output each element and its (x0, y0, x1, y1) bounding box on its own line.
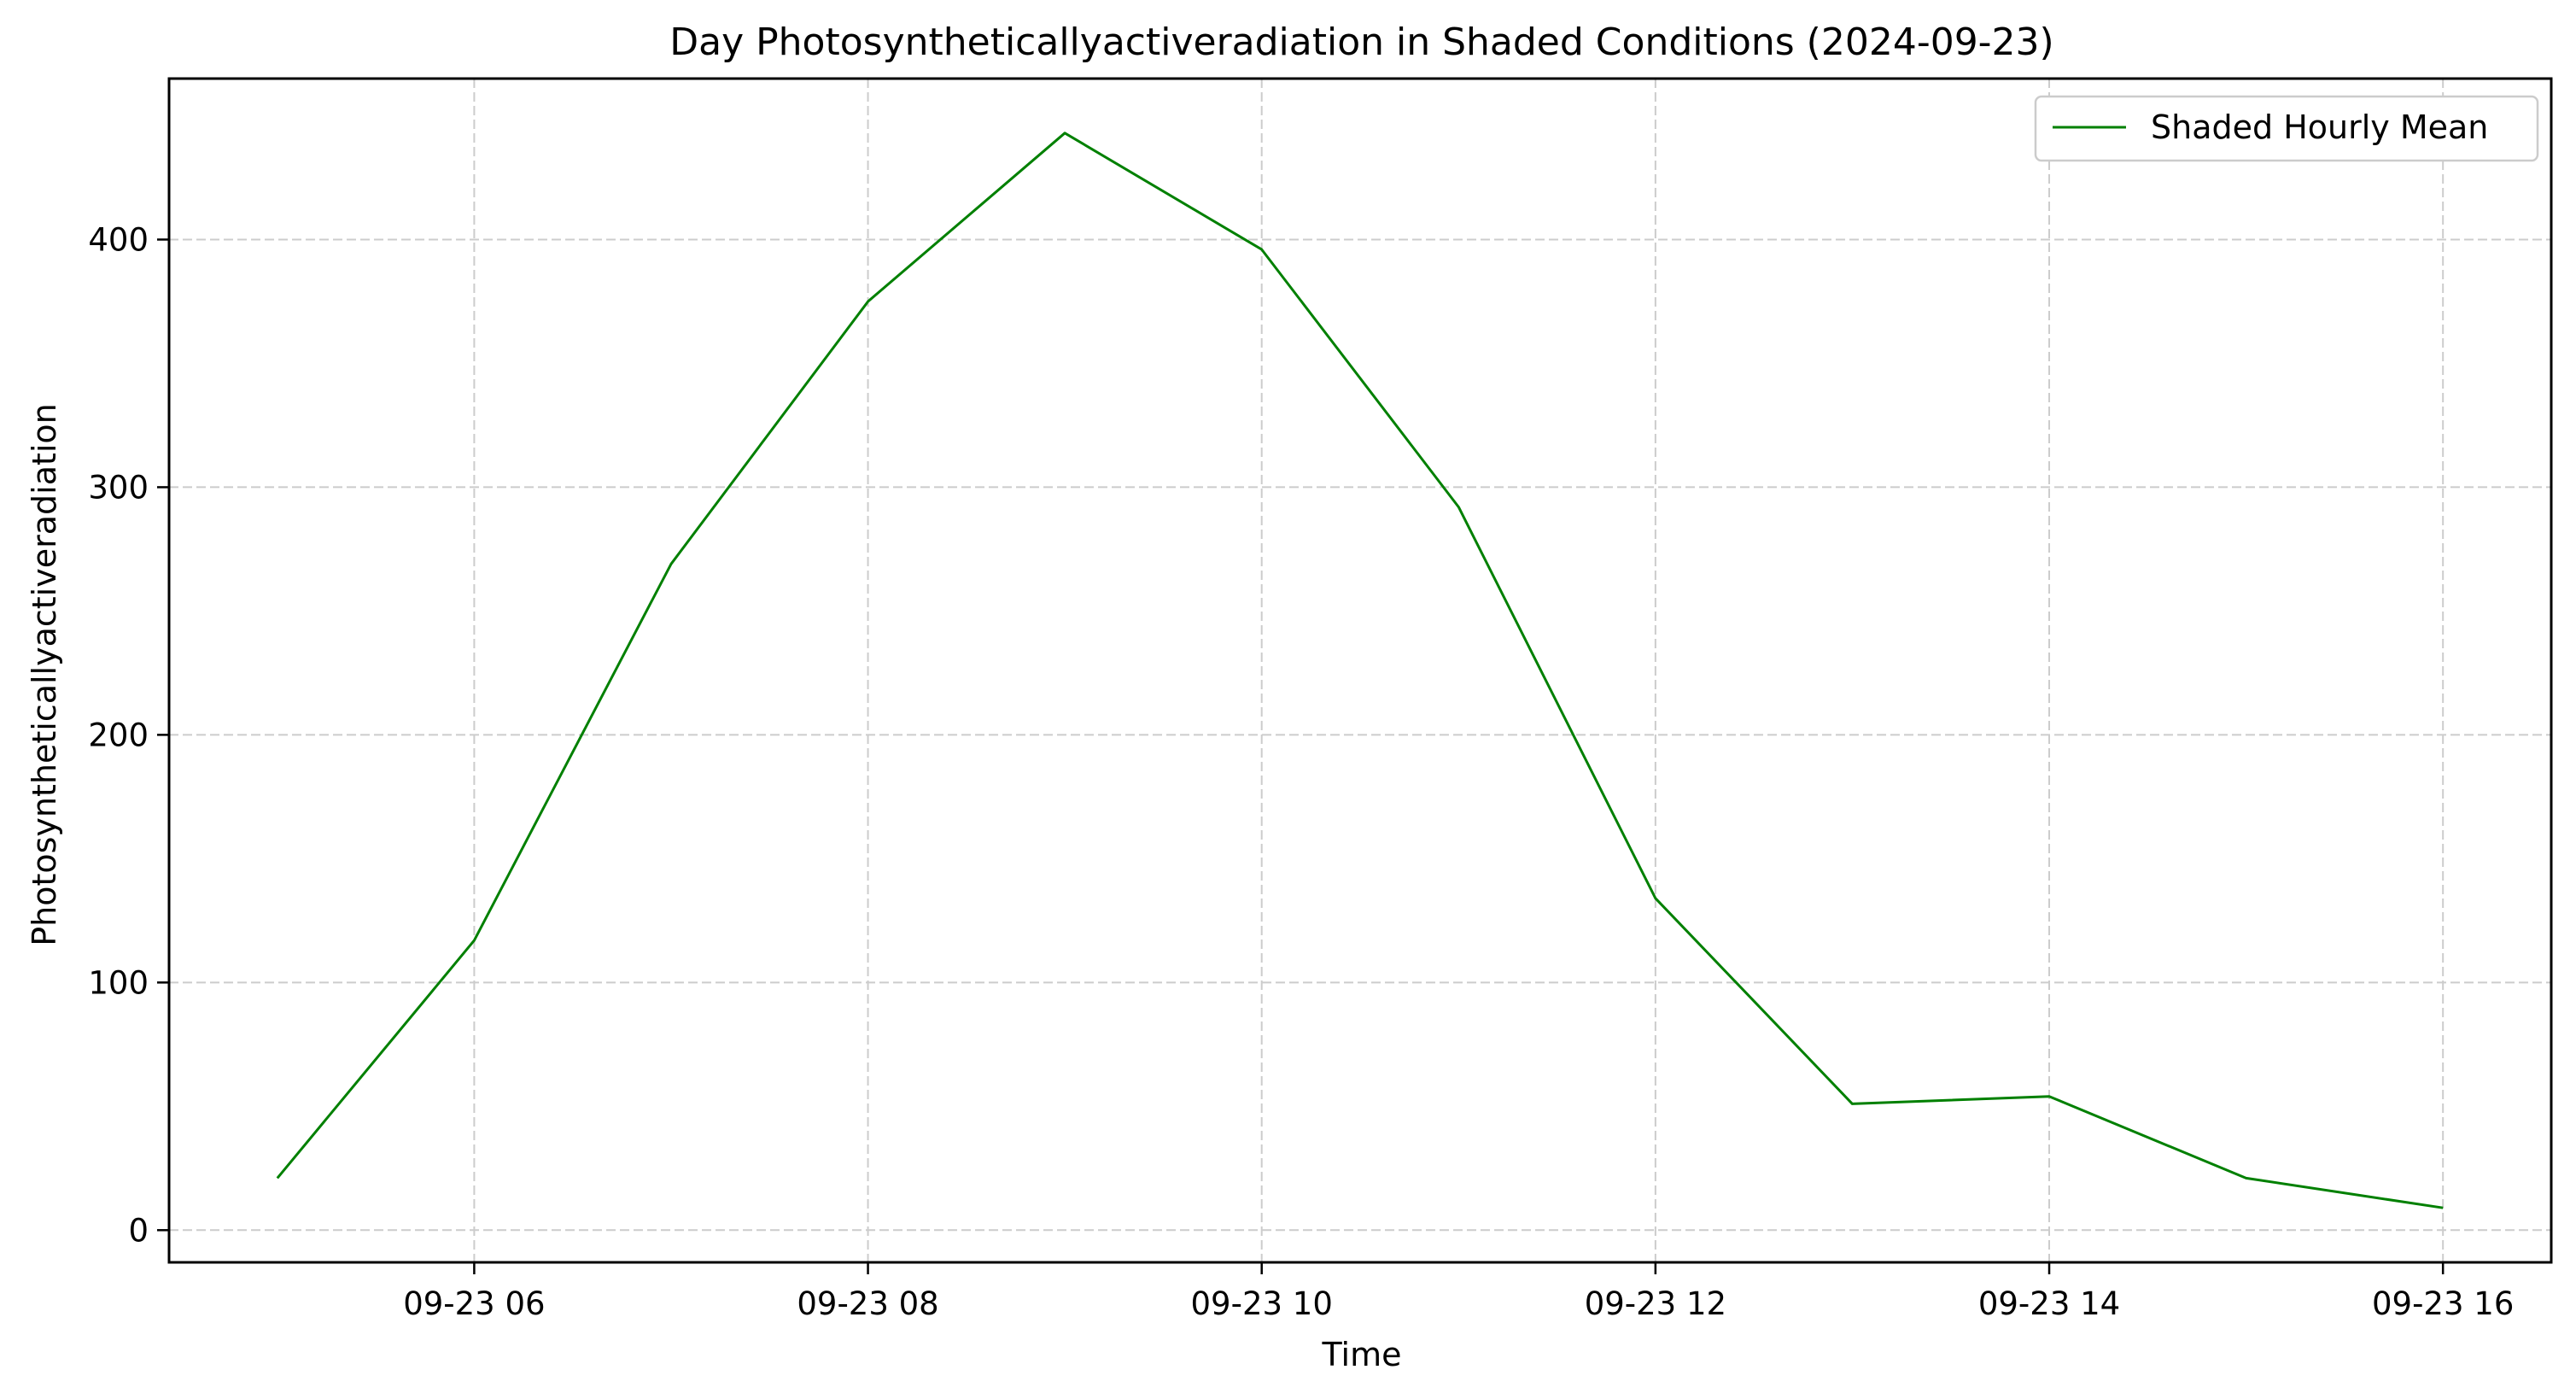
legend-label: Shaded Hourly Mean (2151, 108, 2488, 146)
axis-ticks: 09-23 06 09-23 08 09-23 10 09-23 12 09-23 14… (88, 221, 2514, 1322)
x-axis-label: Time (1322, 1336, 1402, 1373)
y-tick-label: 200 (88, 717, 149, 753)
plot-area-frame (167, 77, 2553, 1264)
x-tick-label: 09-23 14 (1978, 1285, 2120, 1322)
x-tick-label: 09-23 12 (1585, 1285, 1726, 1322)
y-tick-label: 400 (88, 221, 149, 258)
x-tick-label: 09-23 08 (797, 1285, 938, 1322)
y-tick-label: 300 (88, 469, 149, 506)
x-tick-label: 09-23 06 (403, 1285, 545, 1322)
series-line (276, 132, 2444, 1209)
series-layer (276, 132, 2444, 1209)
y-axis-label: Photosyntheticallyactiveradiation (26, 403, 63, 946)
chart-title: Day Photosyntheticallyactiveradiation in… (669, 20, 2053, 64)
x-tick-label: 09-23 10 (1191, 1285, 1333, 1322)
legend: Shaded Hourly Mean (2034, 95, 2539, 162)
legend-box (2034, 95, 2539, 162)
y-tick-label: 100 (88, 964, 149, 1001)
x-tick-label: 09-23 16 (2372, 1285, 2514, 1322)
grid-lines (169, 79, 2551, 1262)
y-tick-label: 0 (128, 1212, 149, 1249)
